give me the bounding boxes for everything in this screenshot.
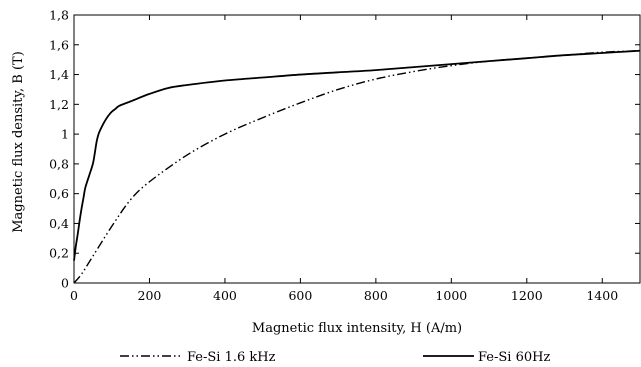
plot-frame <box>73 14 641 284</box>
series-line-1 <box>73 49 641 261</box>
legend-label-fe-si-60hz: Fe-Si 60Hz <box>478 350 550 365</box>
legend-label-fe-si-1-6khz: Fe-Si 1.6 kHz <box>187 350 276 365</box>
x-tick-label: 1200 <box>511 288 543 303</box>
y-tick-label: 0,6 <box>49 186 69 201</box>
x-tick-label: 200 <box>138 288 162 303</box>
x-tick-label: 600 <box>288 288 312 303</box>
x-tick-label: 800 <box>364 288 388 303</box>
y-tick-label: 0 <box>61 276 69 291</box>
y-tick-label: 1,6 <box>49 37 69 52</box>
x-tick-label: 0 <box>70 288 78 303</box>
y-tick-label: 1 <box>61 127 69 142</box>
y-tick-label: 1,4 <box>49 67 69 82</box>
y-tick-label: 0,2 <box>49 246 69 261</box>
plot-border <box>73 14 641 284</box>
y-axis-ticks: 0 0,2 0,4 0,6 0,8 1 1,2 1,4 1,6 1,8 <box>49 8 640 291</box>
y-tick-label: 1,2 <box>49 97 69 112</box>
curves <box>73 49 641 284</box>
x-axis-ticks: 0 200 400 600 800 1000 1200 1400 <box>70 15 618 303</box>
y-tick-label: 1,8 <box>49 8 69 23</box>
legend: Fe-Si 1.6 kHz Fe-Si 60Hz <box>120 350 550 365</box>
y-tick-label: 0,4 <box>49 216 69 231</box>
y-tick-label: 0,8 <box>49 156 69 171</box>
x-tick-label: 1000 <box>435 288 467 303</box>
x-axis-label: Magnetic flux intensity, H (A/m) <box>252 321 462 336</box>
x-tick-label: 1400 <box>586 288 618 303</box>
x-tick-label: 400 <box>213 288 237 303</box>
y-axis-label: Magnetic flux density, B (T) <box>11 51 26 233</box>
series-line-0 <box>73 50 641 284</box>
